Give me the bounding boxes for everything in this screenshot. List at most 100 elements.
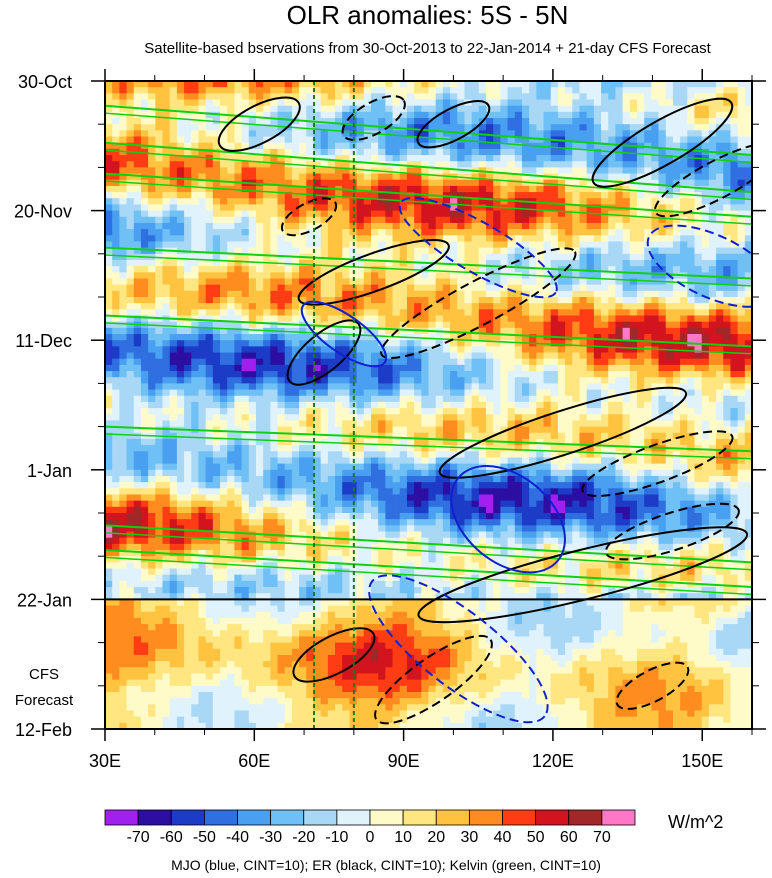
heat-cell — [464, 216, 473, 224]
heat-cell — [557, 389, 566, 397]
heat-cell — [119, 105, 128, 113]
heat-cell — [565, 136, 573, 144]
heat-cell — [299, 93, 307, 101]
heat-cell — [227, 303, 235, 310]
heat-cell — [320, 185, 329, 193]
heat-cell — [493, 81, 501, 88]
heat-cell — [687, 346, 696, 354]
heat-cell — [716, 142, 724, 150]
heat-cell — [636, 272, 645, 280]
heat-cell — [557, 315, 566, 323]
heat-cell — [378, 259, 386, 267]
heat-cell — [608, 284, 617, 292]
heat-cell — [428, 111, 437, 119]
heat-cell — [435, 99, 444, 107]
heat-cell — [514, 272, 523, 280]
heat-cell — [349, 377, 358, 384]
heat-cell — [586, 99, 595, 107]
heat-cell — [708, 408, 717, 415]
heat-cell — [220, 210, 228, 218]
heat-cell — [500, 340, 509, 347]
heat-cell — [255, 408, 264, 415]
heat-cell — [629, 253, 638, 261]
heat-cell — [320, 389, 329, 397]
heat-cell — [744, 192, 752, 199]
heat-cell — [550, 364, 559, 372]
heat-cell — [191, 334, 200, 341]
heat-cell — [392, 278, 401, 286]
heat-cell — [500, 167, 509, 175]
heat-cell — [112, 420, 120, 428]
heat-cell — [486, 309, 494, 317]
heat-cell — [464, 377, 473, 384]
heat-cell — [486, 222, 494, 230]
heat-cell — [464, 371, 473, 378]
heat-cell — [478, 259, 487, 267]
heat-cell — [744, 278, 752, 286]
heat-cell — [162, 309, 171, 317]
heat-cell — [579, 99, 588, 107]
heat-cell — [507, 173, 516, 181]
heat-cell — [349, 383, 358, 391]
heat-cell — [615, 352, 624, 360]
heat-cell — [593, 235, 602, 243]
heat-cell — [593, 334, 602, 341]
heat-cell — [550, 315, 559, 323]
heat-cell — [622, 383, 631, 391]
heat-cell — [421, 420, 430, 428]
heat-cell — [342, 222, 351, 230]
heat-cell — [730, 377, 739, 384]
heat-cell — [335, 167, 343, 175]
heat-cell — [744, 371, 752, 378]
heat-cell — [191, 303, 200, 310]
heat-cell — [320, 198, 329, 206]
heat-cell — [220, 364, 228, 372]
heat-cell — [370, 241, 379, 249]
heat-cell — [744, 377, 752, 384]
heat-cell — [406, 167, 415, 175]
heat-cell — [313, 346, 322, 354]
heat-cell — [105, 161, 113, 168]
heat-cell — [471, 290, 480, 298]
heat-cell — [385, 284, 394, 292]
heat-cell — [665, 259, 674, 267]
heat-cell — [514, 142, 523, 150]
heat-cell — [220, 371, 228, 378]
heat-cell — [550, 383, 559, 391]
heat-cell — [255, 389, 264, 397]
heat-cell — [622, 315, 631, 323]
heat-cell — [406, 81, 415, 88]
heat-cell — [478, 395, 487, 403]
heat-cell — [263, 111, 271, 119]
heat-cell — [521, 377, 530, 384]
heat-cell — [723, 401, 732, 409]
heat-cell — [220, 309, 228, 317]
heat-cell — [176, 414, 185, 422]
heat-cell — [299, 309, 307, 317]
heat-cell — [507, 315, 516, 323]
heat-cell — [701, 327, 710, 335]
heat-cell — [450, 118, 458, 125]
heat-cell — [450, 315, 458, 323]
heat-cell — [730, 198, 739, 206]
heat-cell — [615, 216, 624, 224]
heat-cell — [169, 204, 178, 212]
heat-cell — [608, 93, 617, 101]
heat-cell — [263, 167, 271, 175]
heat-cell — [428, 401, 437, 409]
heat-cell — [730, 241, 739, 249]
heat-cell — [133, 81, 142, 88]
heat-cell — [212, 136, 221, 144]
heat-cell — [644, 247, 652, 255]
heat-cell — [737, 346, 746, 354]
heat-cell — [493, 377, 501, 384]
heat-cell — [105, 303, 113, 310]
heat-cell — [536, 315, 545, 323]
heat-cell — [291, 334, 300, 341]
heat-cell — [557, 241, 566, 249]
heat-cell — [191, 204, 200, 212]
heat-cell — [356, 222, 365, 230]
heat-cell — [478, 173, 487, 181]
heat-cell — [730, 105, 739, 113]
heat-cell — [435, 222, 444, 230]
